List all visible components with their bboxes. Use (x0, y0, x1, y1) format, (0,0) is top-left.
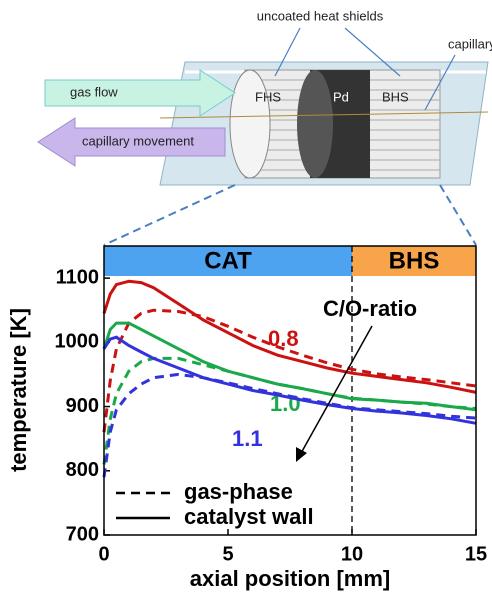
fhs-label: FHS (255, 89, 281, 104)
y-tick-label: 1000 (55, 331, 100, 353)
x-axis-label: axial position [mm] (190, 566, 390, 591)
y-axis-label: temperature [K] (6, 308, 31, 472)
front-face (230, 70, 270, 178)
bhs-label: BHS (382, 89, 409, 104)
x-tick-label: 0 (98, 543, 109, 565)
curve-label: 0.8 (268, 326, 299, 351)
y-tick-label: 900 (66, 395, 99, 417)
region-label: CAT (204, 247, 252, 274)
diagram: FHS Pd BHS uncoated heat shields capilla… (38, 8, 492, 245)
zoom-lines (104, 185, 476, 245)
pd-label: Pd (333, 89, 349, 104)
capillary-label: capillary (448, 36, 492, 51)
catalyst-face (297, 70, 333, 178)
movement-label: capillary movement (82, 133, 194, 148)
region-label: BHS (389, 247, 440, 274)
x-tick-label: 15 (465, 543, 487, 565)
figure: FHS Pd BHS uncoated heat shields capilla… (0, 0, 492, 594)
annotation: C/O-ratio (323, 296, 417, 321)
legend-label: catalyst wall (184, 504, 314, 529)
gas-flow-label: gas flow (70, 84, 118, 99)
y-tick-label: 700 (66, 523, 99, 545)
y-tick-label: 1100 (56, 266, 99, 288)
arrow-head (296, 447, 307, 462)
x-tick-label: 10 (341, 543, 363, 565)
legend-label: gas-phase (184, 479, 293, 504)
curve-label: 1.1 (232, 426, 263, 451)
shield-label: uncoated heat shields (257, 8, 384, 23)
y-tick-label: 800 (66, 459, 99, 481)
x-tick-label: 5 (222, 543, 233, 565)
curve (104, 374, 476, 477)
